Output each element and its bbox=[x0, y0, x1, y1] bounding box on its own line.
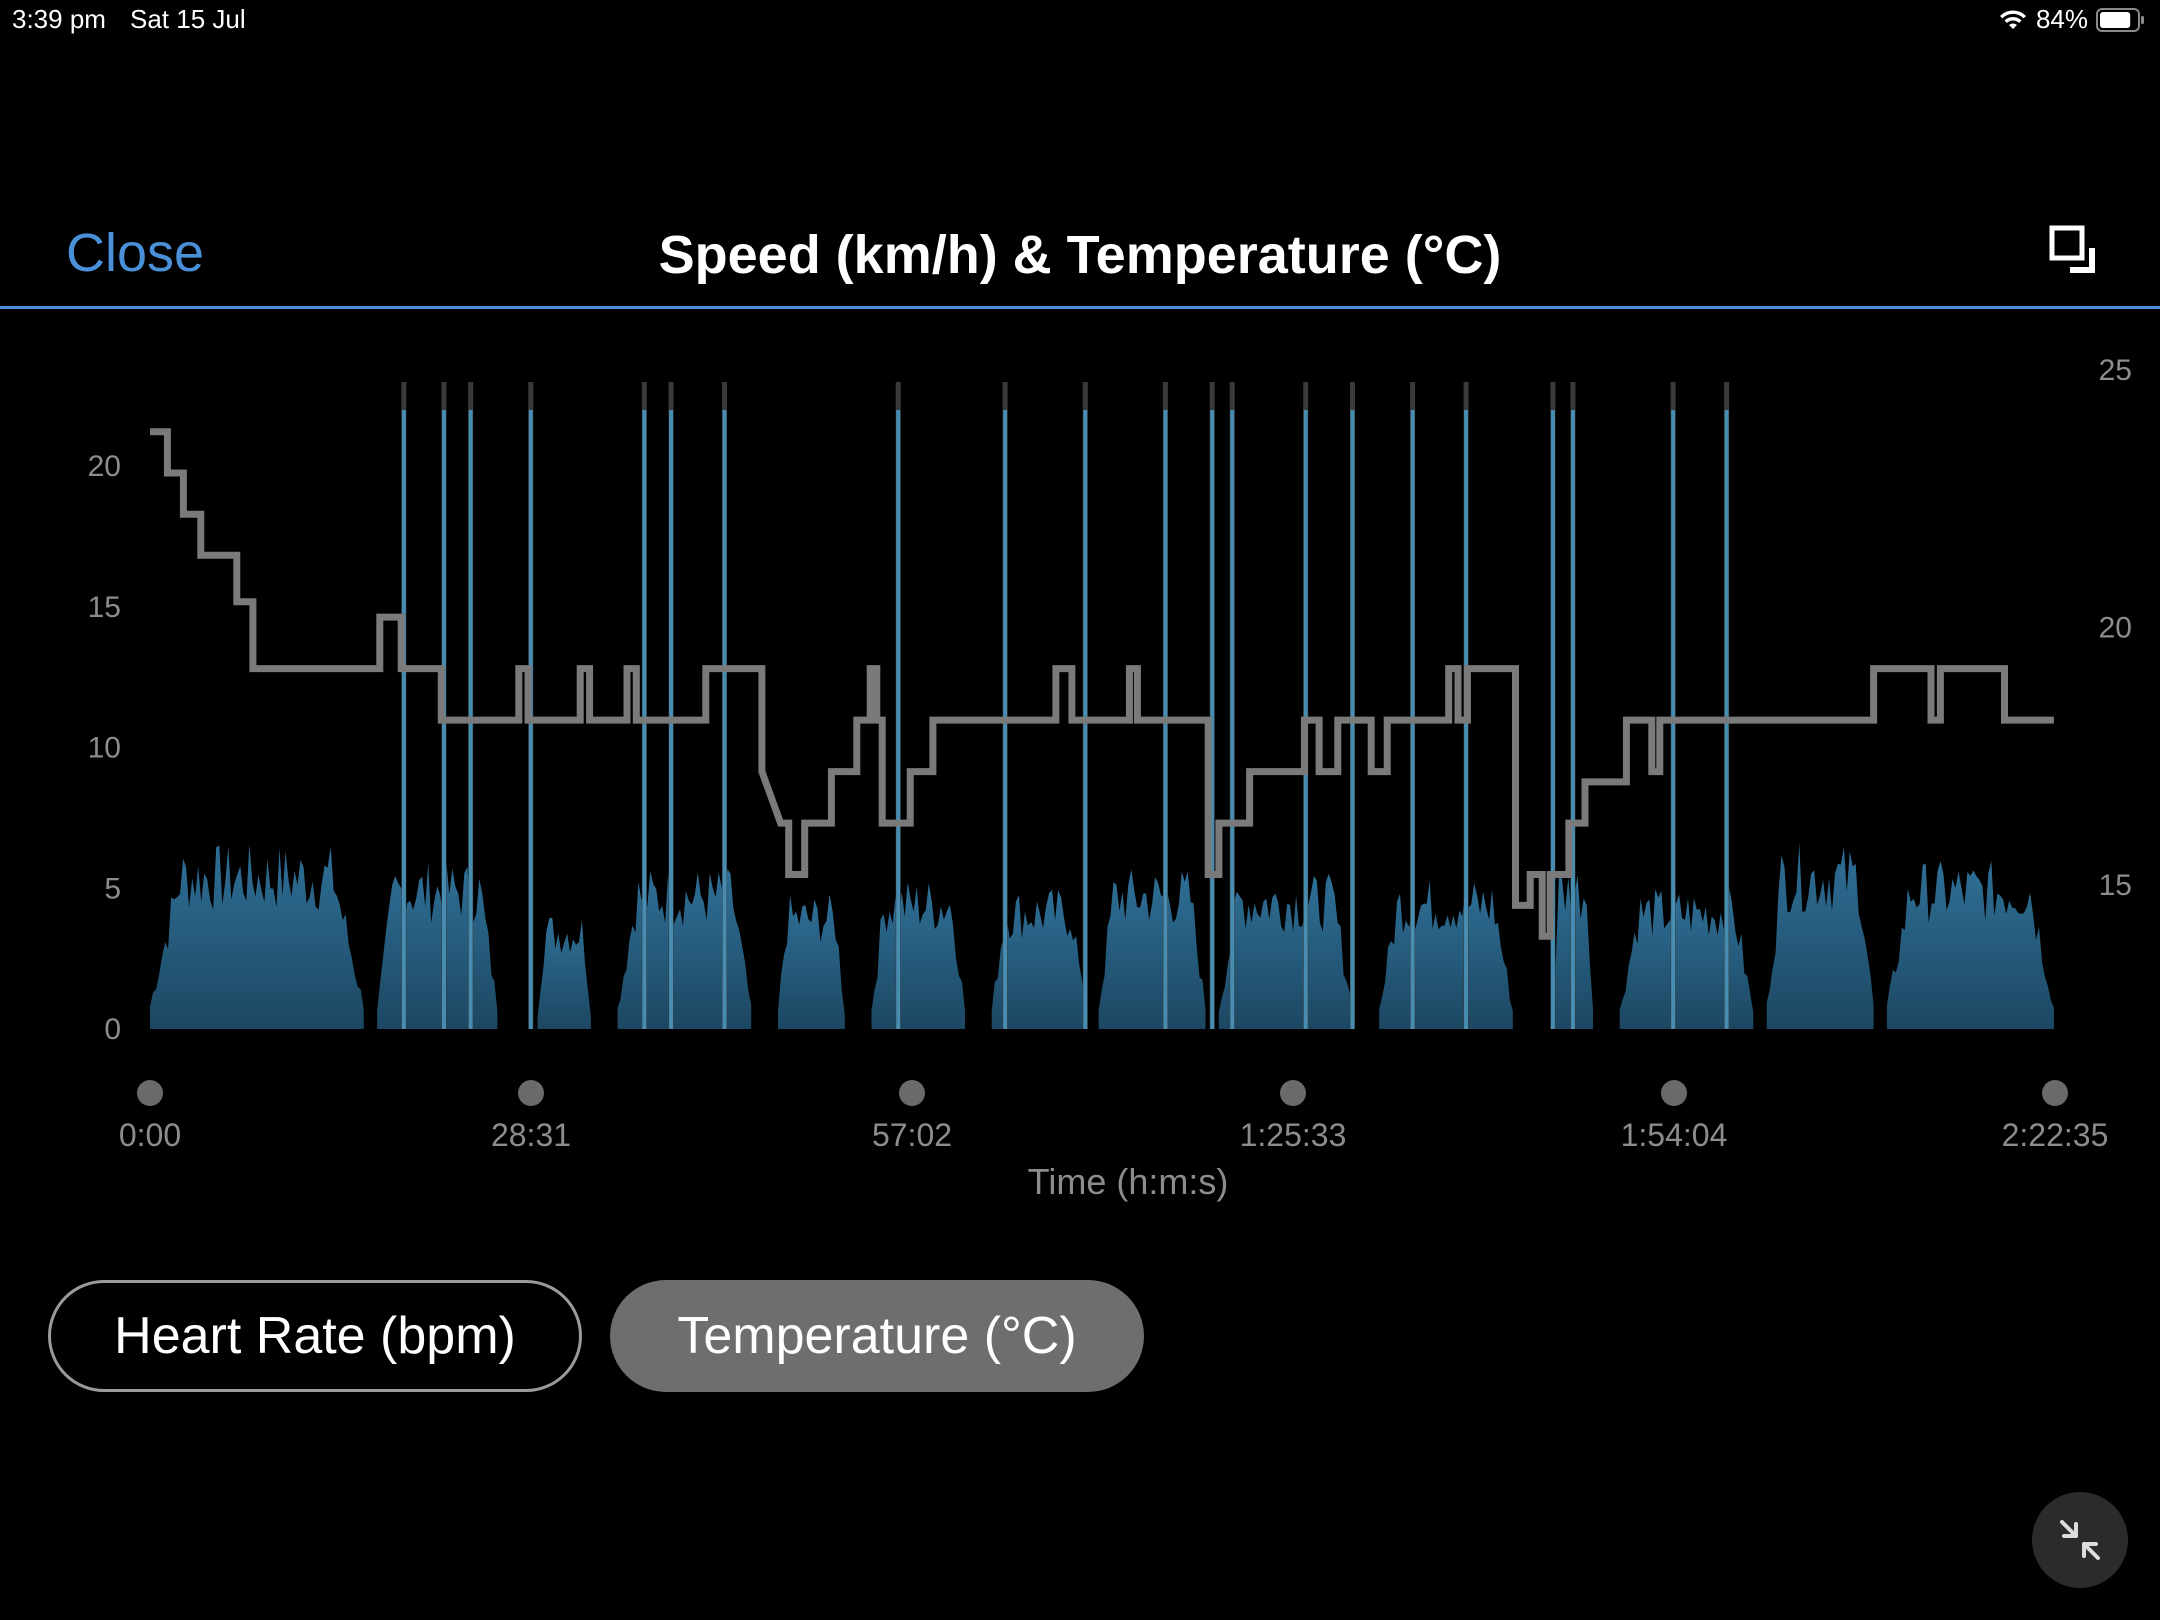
battery-icon bbox=[2096, 7, 2144, 32]
speed-area bbox=[991, 889, 1086, 1029]
speed-area bbox=[537, 917, 591, 1029]
metric-toggle-group: Heart Rate (bpm) Temperature (°C) bbox=[48, 1280, 1144, 1392]
speed-area bbox=[871, 882, 965, 1029]
right-axis-tick-label: 20 bbox=[2099, 611, 2132, 644]
close-button[interactable]: Close bbox=[66, 223, 205, 283]
left-axis-tick-label: 5 bbox=[104, 872, 121, 905]
x-axis-tick-dot bbox=[137, 1080, 163, 1106]
speed-area bbox=[778, 894, 845, 1029]
speed-area bbox=[1619, 888, 1754, 1029]
speed-area bbox=[1098, 869, 1206, 1029]
page-title: Speed (km/h) & Temperature (°C) bbox=[658, 225, 1502, 285]
x-axis-tick-dot bbox=[2042, 1080, 2068, 1106]
expand-window-icon[interactable] bbox=[2048, 224, 2104, 280]
wifi-icon bbox=[1999, 9, 2026, 29]
x-axis-tick-dot bbox=[899, 1080, 925, 1106]
battery-percent: 84% bbox=[2035, 4, 2088, 34]
x-axis-tick-label: 0:00 bbox=[119, 1117, 181, 1153]
collapse-arrows-icon bbox=[2060, 1520, 2100, 1560]
left-axis-tick-label: 15 bbox=[88, 591, 121, 624]
speed-area bbox=[1766, 843, 1874, 1029]
right-axis-tick-label: 15 bbox=[2099, 869, 2132, 902]
x-axis-tick-label: 1:54:04 bbox=[1621, 1117, 1728, 1153]
x-axis-tick-label: 2:22:35 bbox=[2002, 1117, 2109, 1153]
speed-temperature-chart: 0 5 10 15 20 15 20 25 0:00 28:31 57:02 1:25:33 1:54:… bbox=[88, 354, 2132, 1202]
speed-area bbox=[1886, 860, 2054, 1029]
left-axis-tick-label: 10 bbox=[88, 732, 121, 765]
right-axis-tick-label: 25 bbox=[2099, 354, 2132, 387]
x-axis-tick-dot bbox=[518, 1080, 544, 1106]
x-axis-title: Time (h:m:s) bbox=[1028, 1161, 1229, 1202]
left-axis-tick-label: 0 bbox=[104, 1013, 121, 1046]
status-time: 3:39 pm bbox=[12, 4, 106, 34]
temperature-toggle[interactable]: Temperature (°C) bbox=[610, 1280, 1144, 1392]
status-bar: 3:39 pm Sat 15 Jul 84% bbox=[0, 0, 2160, 44]
x-axis-tick-label: 28:31 bbox=[491, 1117, 571, 1153]
left-axis-tick-label: 20 bbox=[88, 450, 121, 483]
status-indicators: 84% bbox=[1998, 4, 2146, 35]
speed-area bbox=[150, 844, 364, 1029]
speed-area bbox=[617, 868, 752, 1029]
x-axis-tick-dot bbox=[1280, 1080, 1306, 1106]
heart-rate-toggle[interactable]: Heart Rate (bpm) bbox=[48, 1280, 582, 1392]
speed-area bbox=[1379, 880, 1513, 1029]
speed-area bbox=[377, 860, 498, 1029]
collapse-button[interactable] bbox=[2032, 1492, 2128, 1588]
x-axis-tick-label: 1:25:33 bbox=[1240, 1117, 1347, 1153]
temperature-line bbox=[150, 428, 2054, 940]
x-axis-tick-label: 57:02 bbox=[872, 1117, 952, 1153]
status-date: Sat 15 Jul bbox=[130, 4, 246, 34]
x-axis-tick-dot bbox=[1661, 1080, 1687, 1106]
nav-bar: Close Speed (km/h) & Temperature (°C) bbox=[0, 200, 2160, 309]
speed-area bbox=[1218, 873, 1353, 1029]
